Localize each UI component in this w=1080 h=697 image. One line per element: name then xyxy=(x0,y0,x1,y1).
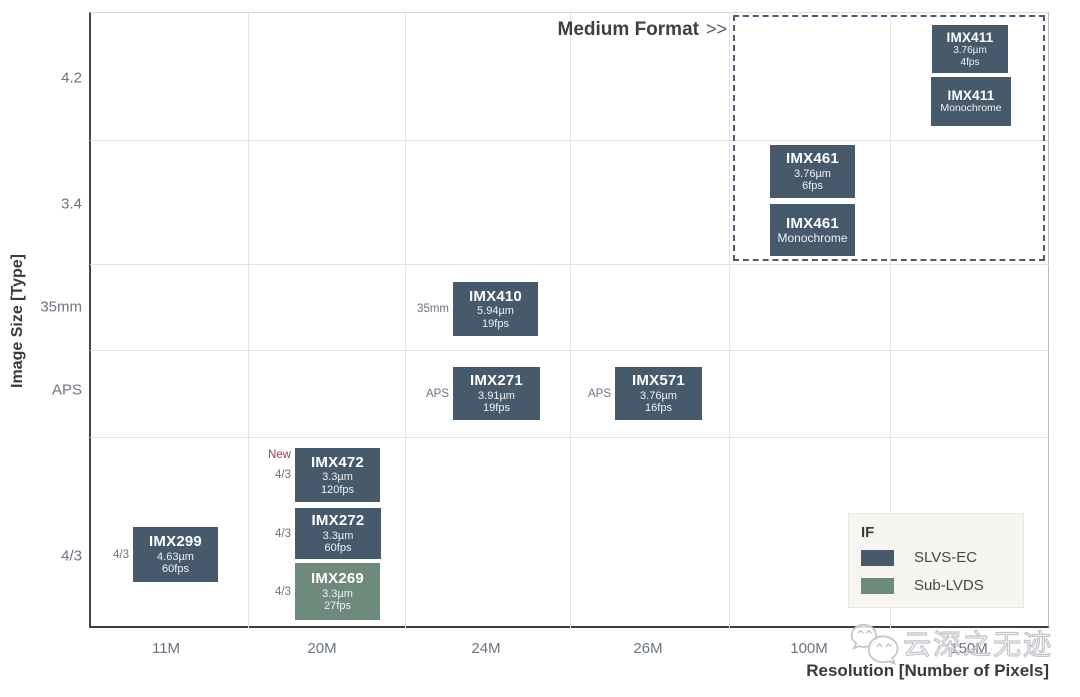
y-tick-label: 3.4 xyxy=(61,195,82,213)
sensor-box-imx411: IMX411 3.76µm 4fps xyxy=(932,25,1008,73)
medium-format-label: Medium Format >> xyxy=(558,19,727,41)
x-tick-label: 24M xyxy=(471,640,501,657)
sensor-name: IMX411 xyxy=(947,87,995,103)
sensor-box-imx571: IMX571 3.76µm 16fps xyxy=(615,367,702,420)
y-tick-label: 4.2 xyxy=(61,69,82,87)
x-axis-title: Resolution [Number of Pixels] xyxy=(806,661,1049,680)
sensor-detail: 6fps xyxy=(802,180,823,193)
sensor-size-label: 4/3 xyxy=(113,548,129,561)
sensor-size-label: 4/3 xyxy=(275,469,291,481)
sensor-box-imx461: IMX461 3.76µm 6fps xyxy=(770,145,855,198)
sensor-box-imx271: IMX271 3.91µm 19fps xyxy=(453,367,540,420)
watermark-text: 云深之无迹 xyxy=(902,629,1054,660)
wechat-bubbles-icon xyxy=(850,623,899,666)
sensor-detail: 3.76µm xyxy=(794,167,831,180)
sensor-size-label: APS xyxy=(425,387,449,400)
sensor-size-label: APS xyxy=(587,387,611,400)
chevron-right-icon: >> xyxy=(705,19,727,39)
sensor-detail: 3.3µm xyxy=(322,471,353,484)
x-tick-label: 20M xyxy=(307,640,337,657)
sensor-detail: 3.91µm xyxy=(478,389,515,402)
h-gridline xyxy=(90,350,1049,351)
y-tick-label: 35mm xyxy=(40,298,82,316)
v-gridline xyxy=(248,12,249,628)
sensor-detail: Monochrome xyxy=(777,230,848,245)
h-gridline xyxy=(90,140,1049,141)
new-badge: New xyxy=(267,449,291,461)
sensor-name: IMX269 xyxy=(311,570,364,588)
sensor-detail: 3.3µm xyxy=(322,529,354,542)
x-tick-label: 26M xyxy=(633,640,663,657)
sensor-detail: 4fps xyxy=(960,56,980,68)
sensor-detail: 19fps xyxy=(483,402,510,415)
sensor-detail: 3.3µm xyxy=(322,587,353,600)
medium-format-text: Medium Format xyxy=(557,19,699,40)
sensor-size-label: 4/3 xyxy=(275,585,291,598)
sensor-box-imx411-monochrome: IMX411 Monochrome xyxy=(931,77,1011,126)
sensor-name: IMX272 xyxy=(311,512,365,530)
plot-area xyxy=(89,12,1049,628)
sensor-detail: 60fps xyxy=(162,563,189,576)
y-tick-label: 4/3 xyxy=(61,547,82,565)
sensor-name: IMX271 xyxy=(470,372,523,390)
legend-entry: SLVS-EC xyxy=(861,549,1011,566)
sensor-box-imx461-monochrome: IMX461 Monochrome xyxy=(770,204,855,256)
sensor-name: IMX411 xyxy=(946,29,994,45)
sensor-size-label: 4/3 xyxy=(275,527,291,540)
x-tick-label: 100M xyxy=(790,640,828,657)
sensor-detail: 27fps xyxy=(324,600,351,613)
x-tick-label: 150M xyxy=(950,640,988,657)
sensor-detail: 3.76µm xyxy=(640,389,677,402)
sensor-detail: 3.76µm xyxy=(953,45,987,57)
sensor-name: IMX472 xyxy=(311,453,364,471)
sensor-detail: 4.63µm xyxy=(157,550,194,563)
sensor-detail: 60fps xyxy=(324,542,352,555)
watermark: 云深之无迹 xyxy=(849,621,1053,669)
sensor-name: IMX571 xyxy=(632,372,685,390)
sensor-detail: 120fps xyxy=(320,483,355,496)
x-tick-label: 11M xyxy=(151,640,181,657)
legend-swatch-slvs-ec xyxy=(861,549,894,566)
sensor-detail: 16fps xyxy=(645,402,672,415)
legend-title: IF xyxy=(861,524,875,541)
sensor-name: IMX299 xyxy=(149,533,202,551)
sensor-name: IMX461 xyxy=(786,150,839,168)
sensor-box-imx299: IMX299 4.63µm 60fps xyxy=(133,527,218,582)
sensor-detail: 19fps xyxy=(482,317,509,330)
sensor-box-imx272: IMX272 3.3µm 60fps xyxy=(295,508,381,559)
h-gridline xyxy=(90,264,1049,265)
legend-entry-label: SLVS-EC xyxy=(914,549,978,566)
v-gridline xyxy=(405,12,406,628)
sensor-detail: Monochrome xyxy=(940,102,1002,115)
v-gridline xyxy=(890,12,891,628)
v-gridline xyxy=(729,12,730,628)
sensor-name: IMX410 xyxy=(469,287,522,305)
sensor-box-imx269: IMX269 3.3µm 27fps xyxy=(295,563,380,620)
legend-entry-label: Sub-LVDS xyxy=(914,577,984,594)
medium-format-region xyxy=(733,15,1045,261)
legend-entry: Sub-LVDS xyxy=(861,577,1011,594)
v-gridline xyxy=(570,12,571,628)
y-tick-label: APS xyxy=(51,381,82,399)
sensor-box-imx410: IMX410 5.94µm 19fps xyxy=(453,282,538,336)
sensor-size-label: 35mm xyxy=(417,303,449,315)
sensor-detail: 5.94µm xyxy=(477,305,514,318)
legend: IF SLVS-EC Sub-LVDS xyxy=(848,513,1024,608)
sensor-box-imx472: IMX472 3.3µm 120fps xyxy=(295,448,380,502)
sensor-name: IMX461 xyxy=(786,214,839,232)
y-axis-title: Image Size [Type] xyxy=(9,254,26,388)
h-gridline xyxy=(90,437,1049,438)
legend-swatch-sub-lvds xyxy=(861,577,894,594)
